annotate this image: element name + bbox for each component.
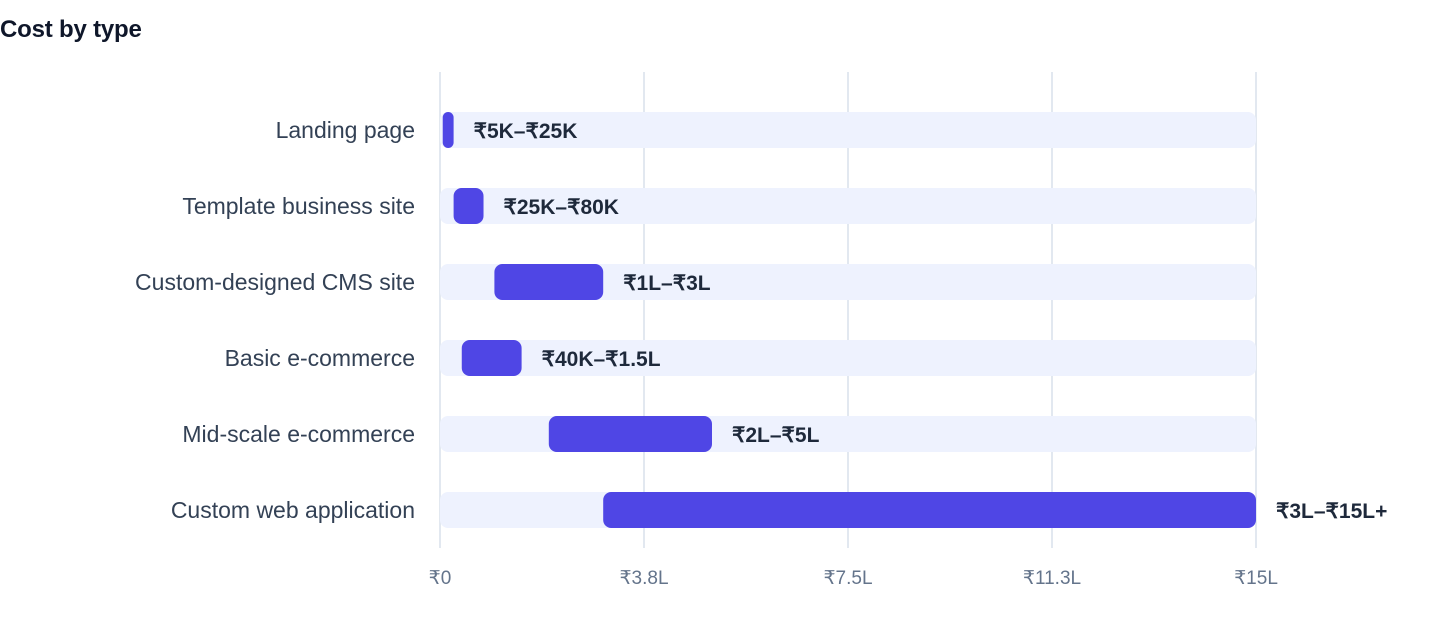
category-label: Landing page: [276, 117, 415, 143]
range-bar[interactable]: [548, 416, 712, 452]
x-tick-label: ₹0: [429, 568, 452, 589]
labels: ₹0 ₹3.8L ₹7.5L ₹11.3L ₹15L Landing page ₹5K–₹2…: [135, 117, 1387, 589]
range-value-label: ₹5K–₹25K: [474, 120, 578, 143]
x-tick-label: ₹3.8L: [619, 568, 668, 589]
category-label: Basic e-commerce: [225, 345, 415, 371]
range-value-label: ₹2L–₹5L: [732, 424, 820, 447]
bar-track: [440, 188, 1256, 224]
category-label: Custom-designed CMS site: [135, 269, 415, 295]
category-label: Template business site: [182, 193, 415, 219]
x-tick-label: ₹11.3L: [1023, 568, 1081, 589]
range-value-label: ₹40K–₹1.5L: [542, 348, 661, 371]
category-label: Mid-scale e-commerce: [182, 421, 415, 447]
range-bar[interactable]: [494, 264, 604, 300]
range-bar[interactable]: [453, 188, 484, 224]
category-label: Custom web application: [171, 497, 415, 523]
range-value-label: ₹1L–₹3L: [623, 272, 711, 295]
x-tick-label: ₹7.5L: [823, 568, 872, 589]
range-bar[interactable]: [603, 492, 1256, 528]
bar-track: [440, 264, 1256, 300]
bar-track: [440, 340, 1256, 376]
x-tick-label: ₹15L: [1234, 568, 1278, 589]
range-bars: [442, 112, 1256, 528]
gridlines: [439, 72, 1257, 548]
chart-title: Cost by type: [0, 16, 142, 43]
range-value-label: ₹3L–₹15L+: [1276, 500, 1387, 523]
range-bar[interactable]: [461, 340, 522, 376]
bar-track: [440, 112, 1256, 148]
range-bar[interactable]: [442, 112, 454, 148]
range-value-label: ₹25K–₹80K: [504, 196, 619, 219]
